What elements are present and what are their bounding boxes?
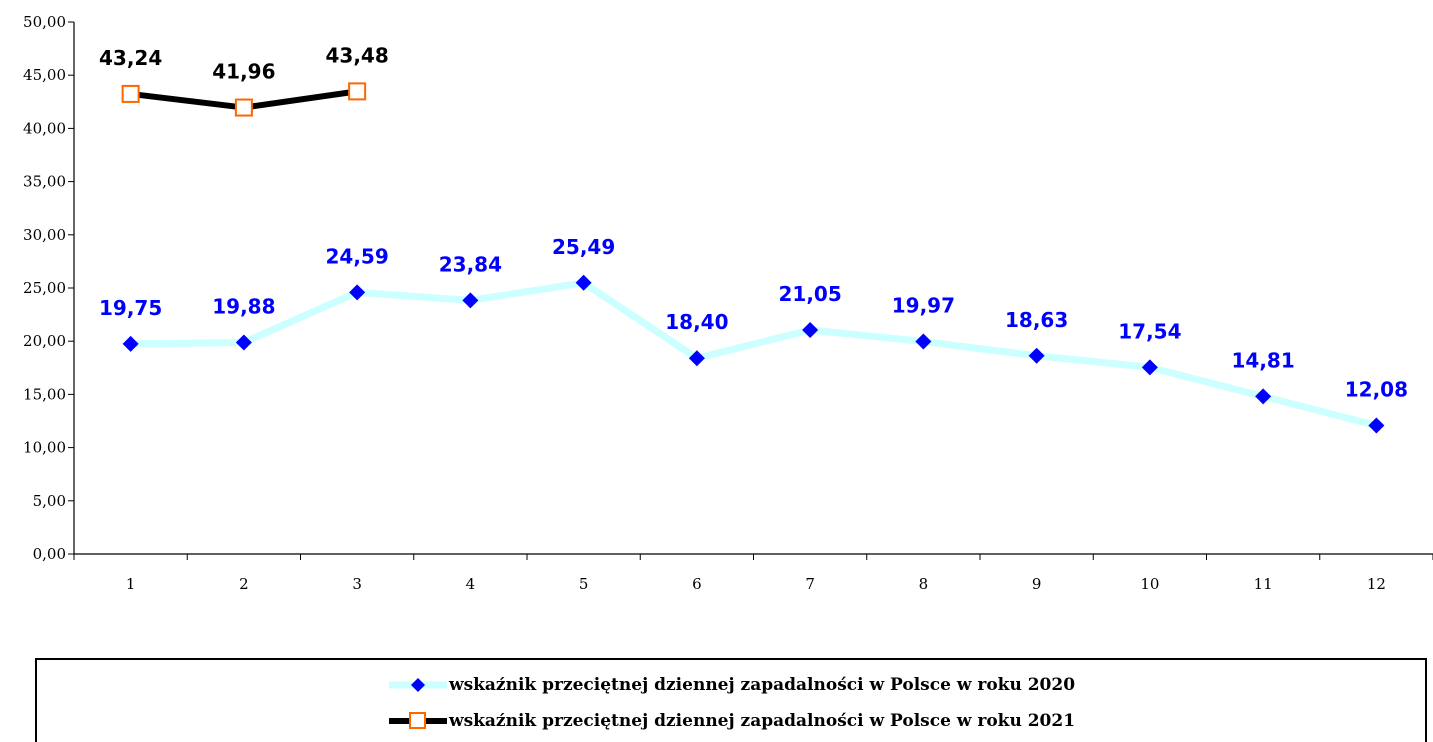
y-tick-label: 10,00 bbox=[23, 439, 66, 457]
y-tick-label: 20,00 bbox=[23, 332, 66, 350]
data-point-marker bbox=[915, 333, 932, 350]
data-label: 19,88 bbox=[212, 294, 275, 318]
data-point-marker bbox=[462, 292, 479, 309]
data-label: 19,97 bbox=[892, 294, 955, 318]
y-tick-label: 0,00 bbox=[33, 545, 66, 563]
data-point-marker bbox=[1255, 388, 1272, 405]
series-line-1 bbox=[130, 279, 1378, 429]
x-tick-label: 1 bbox=[126, 575, 136, 593]
y-tick-label: 35,00 bbox=[23, 173, 66, 191]
x-tick-label: 3 bbox=[352, 575, 362, 593]
data-point-marker bbox=[1368, 417, 1385, 434]
data-point-marker bbox=[348, 82, 367, 101]
y-tick-label: 15,00 bbox=[23, 385, 66, 403]
legend-item-2021: wskaźnik przeciętnej dziennej zapadalnoś… bbox=[37, 706, 1425, 736]
y-tick-label: 25,00 bbox=[23, 279, 66, 297]
y-tick-label: 5,00 bbox=[33, 492, 66, 510]
y-tick-label: 30,00 bbox=[23, 226, 66, 244]
legend: wskaźnik przeciętnej dziennej zapadalnoś… bbox=[35, 658, 1427, 742]
data-point-marker bbox=[235, 334, 252, 351]
line-chart: 0,00 5,00 10,00 15,00 20,00 25,00 30,00 35,00 40… bbox=[23, 13, 1433, 593]
data-label: 18,63 bbox=[1005, 308, 1068, 332]
y-tick-label: 40,00 bbox=[23, 119, 66, 137]
data-label: 43,24 bbox=[99, 46, 162, 70]
data-label: 23,84 bbox=[439, 252, 502, 276]
data-label: 25,49 bbox=[552, 235, 615, 259]
y-tick-label: 45,00 bbox=[23, 66, 66, 84]
data-label: 18,40 bbox=[665, 310, 728, 334]
legend-symbol-2020 bbox=[388, 678, 447, 692]
data-label: 14,81 bbox=[1231, 348, 1294, 372]
x-tick-label: 12 bbox=[1367, 575, 1386, 593]
x-tick-label: 9 bbox=[1032, 575, 1042, 593]
data-label: 41,96 bbox=[212, 60, 275, 84]
data-label: 21,05 bbox=[778, 282, 841, 306]
x-tick-label: 11 bbox=[1254, 575, 1273, 593]
x-tick-label: 7 bbox=[805, 575, 815, 593]
data-point-marker bbox=[121, 84, 140, 103]
data-point-marker bbox=[122, 335, 139, 352]
legend-symbol-2021 bbox=[388, 712, 447, 729]
y-tick-label: 50,00 bbox=[23, 13, 66, 31]
data-point-marker bbox=[575, 274, 592, 291]
x-tick-label: 10 bbox=[1140, 575, 1159, 593]
x-tick-label: 6 bbox=[692, 575, 702, 593]
x-tick-label: 4 bbox=[466, 575, 476, 593]
data-point-marker bbox=[802, 322, 819, 339]
chart-data-labels: 19,75 19,88 24,59 23,84 25,49 18,40 21,05 19,97… bbox=[99, 43, 1408, 401]
data-point-marker bbox=[234, 98, 253, 117]
chart-axes: 0,00 5,00 10,00 15,00 20,00 25,00 30,00 35,00 40… bbox=[23, 13, 1433, 593]
chart-series bbox=[121, 82, 1385, 434]
x-tick-label: 5 bbox=[579, 575, 589, 593]
data-point-marker bbox=[349, 284, 366, 301]
data-label: 12,08 bbox=[1345, 377, 1408, 401]
x-tick-label: 8 bbox=[919, 575, 929, 593]
data-label: 19,75 bbox=[99, 296, 162, 320]
x-tick-label: 2 bbox=[239, 575, 249, 593]
data-label: 17,54 bbox=[1118, 319, 1181, 343]
data-label: 24,59 bbox=[325, 244, 388, 268]
data-point-marker bbox=[1028, 347, 1045, 364]
legend-label-2020: wskaźnik przeciętnej dziennej zapadalnoś… bbox=[448, 675, 1076, 695]
legend-item-2020: wskaźnik przeciętnej dziennej zapadalnoś… bbox=[37, 670, 1425, 700]
data-label: 43,48 bbox=[325, 43, 388, 67]
legend-label-2021: wskaźnik przeciętnej dziennej zapadalnoś… bbox=[448, 711, 1076, 731]
data-point-marker bbox=[1141, 359, 1158, 376]
data-point-marker bbox=[688, 350, 705, 367]
